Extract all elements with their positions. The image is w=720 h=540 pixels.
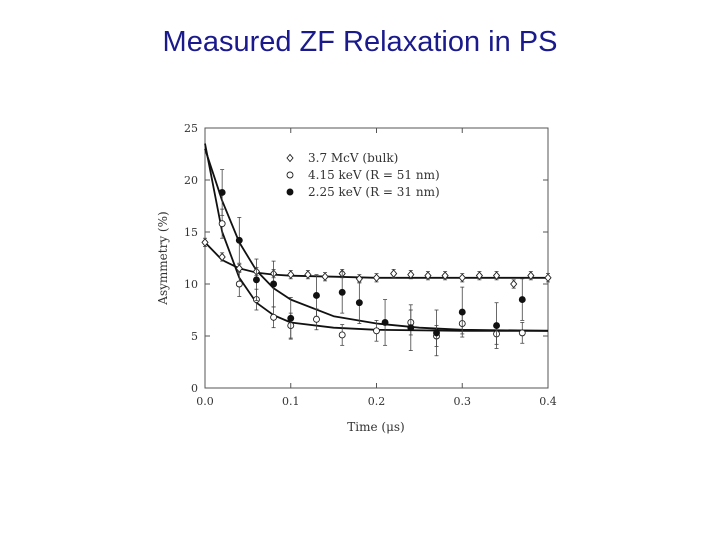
data-point [441,271,449,280]
data-point [407,324,415,332]
data-point [287,314,295,322]
y-tick-label: 20 [184,174,198,187]
data-point [235,280,243,288]
data-point [493,322,500,330]
data-point [287,270,295,279]
data-point [355,299,363,307]
data-point [518,296,526,304]
data-point [527,271,535,280]
data-point [304,270,312,279]
plot-frame [204,127,549,389]
y-tick-label: 10 [184,278,198,291]
legend-marker [286,153,294,163]
x-tick-label: 0.2 [368,395,386,408]
x-tick-label: 0.0 [196,395,214,408]
legend-marker [286,188,294,196]
data-points [201,169,552,357]
x-tick-label: 0.1 [282,395,300,408]
fit-curve [204,143,548,332]
data-point [270,280,278,288]
data-point [390,269,398,278]
y-axis-label: Asymmetry (%) [156,211,170,305]
y-tick-label: 25 [184,122,198,135]
data-point [433,329,440,337]
data-point [475,271,483,280]
data-point [458,273,466,283]
data-point [373,327,380,335]
data-point [338,331,346,339]
fit-curve [204,241,548,279]
legend: 3.7 McV (bulk) 4.15 keV (R = 51 nm) 2.25 k… [286,151,440,199]
legend-label: 2.25 keV (R = 31 nm) [308,185,440,199]
data-point [372,273,381,283]
y-tick-label: 5 [191,330,198,343]
legend-label: 4.15 keV (R = 51 nm) [308,168,440,182]
x-tick-label: 0.4 [539,395,557,408]
data-point [313,291,320,299]
data-point [407,270,415,279]
data-point [218,189,226,196]
data-point [518,329,526,337]
data-point [424,271,432,280]
y-tick-label: 15 [184,226,198,239]
legend-marker [286,171,294,179]
slide-title: Measured ZF Relaxation in PS [162,26,558,58]
data-point [492,271,501,280]
axis-ticks: 0.0 0.1 0.2 0.3 0.4 0 5 10 15 20 25 [184,122,557,408]
data-point [270,313,278,321]
data-point [321,272,329,282]
data-point [338,288,346,296]
data-point [235,236,243,244]
legend-label: 3.7 McV (bulk) [308,151,398,165]
x-axis-label: Time (μs) [347,420,404,434]
data-point [253,276,260,284]
data-point [458,308,466,316]
y-tick-label: 0 [191,382,198,395]
data-point [201,238,209,247]
data-point [355,274,363,284]
data-point [218,252,226,262]
data-point [313,315,320,323]
x-tick-label: 0.3 [454,395,472,408]
data-point [510,279,518,289]
data-point [218,220,226,228]
data-point [544,273,552,283]
data-point [381,319,389,326]
